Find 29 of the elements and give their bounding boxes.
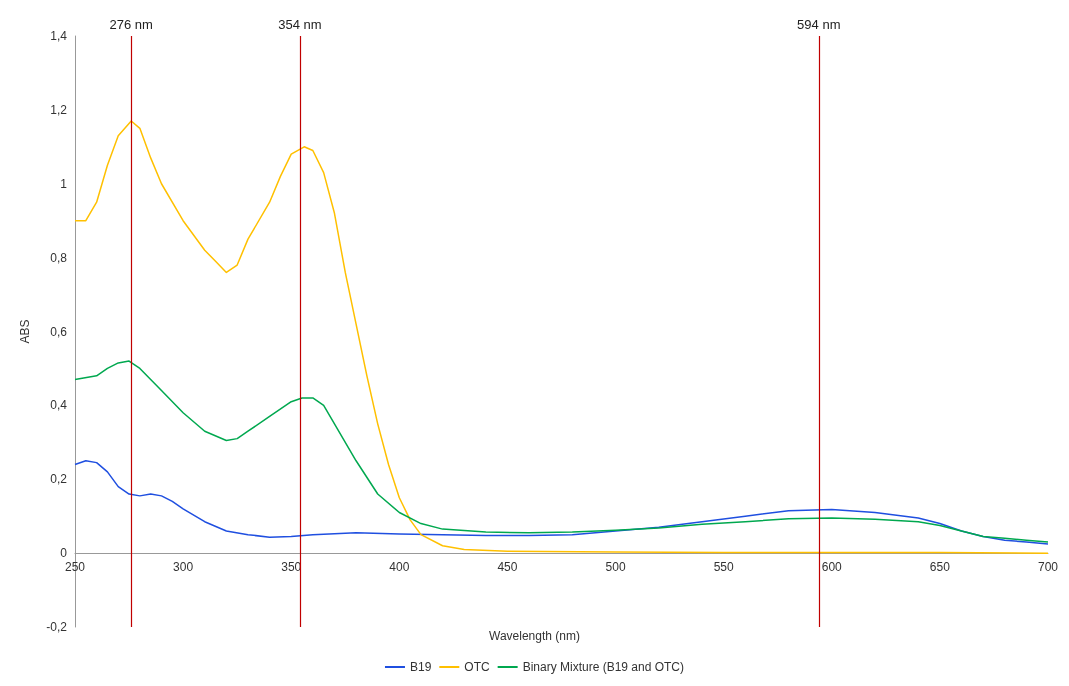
y-tick-label: 1,4 — [50, 29, 68, 43]
x-tick-label: 700 — [1037, 560, 1059, 575]
x-axis-title: Wavelength (nm) — [489, 629, 580, 643]
legend-label: B19 — [409, 660, 432, 674]
x-tick-label: 500 — [605, 560, 626, 575]
y-tick-label: 0,2 — [50, 472, 68, 487]
y-tick-label: 0 — [60, 546, 68, 561]
x-tick-label: 300 — [173, 560, 194, 575]
legend-label: OTC — [464, 660, 490, 674]
x-tick-label: 650 — [929, 560, 951, 575]
line-series — [74, 360, 1049, 543]
legend-label: Binary Mixture (B19 and OTC) — [522, 660, 685, 674]
y-tick-label: 0,6 — [50, 324, 68, 339]
y-tick-label: 0,8 — [50, 250, 68, 265]
x-tick-label: 250 — [64, 560, 86, 575]
ref-line-label: 354 nm — [278, 17, 322, 32]
ref-line-label: 594 nm — [797, 17, 841, 32]
y-axis-title: ABS — [18, 319, 32, 344]
line-series — [74, 120, 1049, 554]
x-tick-label: 450 — [497, 560, 518, 575]
x-tick-label: 600 — [821, 560, 843, 575]
ref-line-label: 276 nm — [109, 17, 153, 32]
x-tick-label: 550 — [713, 560, 734, 575]
y-tick-label: -0,2 — [46, 620, 68, 634]
line-series — [74, 460, 1049, 545]
x-tick-label: 400 — [389, 560, 410, 575]
y-tick-label: 1 — [60, 176, 68, 191]
y-tick-label: 0,4 — [50, 398, 68, 413]
y-tick-label: 1,2 — [50, 102, 68, 117]
